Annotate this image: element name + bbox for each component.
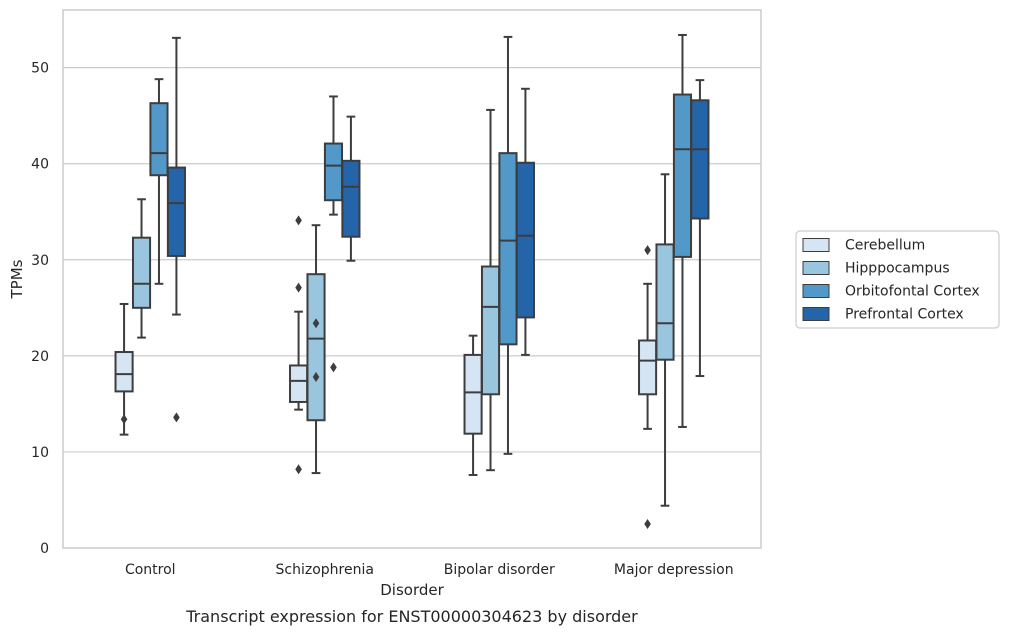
y-tick-label: 0 — [40, 541, 49, 557]
box-iqr — [289, 364, 309, 403]
plot-frame — [62, 9, 762, 549]
box-iqr — [498, 152, 518, 346]
box-iqr — [690, 99, 710, 220]
box-iqr — [341, 159, 361, 238]
box-iqr — [323, 142, 344, 202]
legend-label: Hipppocampus — [845, 261, 950, 277]
box-iqr — [672, 93, 693, 258]
legend-label: Orbitofontal Cortex — [845, 284, 980, 300]
y-axis-label: TPMs — [8, 259, 26, 299]
legend-swatch — [802, 284, 830, 298]
box-hipppocampus — [480, 108, 501, 472]
outlier-point — [644, 245, 651, 256]
legend-swatch — [802, 261, 830, 275]
box-iqr — [149, 102, 169, 177]
box-series — [114, 33, 710, 529]
outlier-point — [312, 318, 320, 329]
x-tick-label: Major depression — [614, 562, 734, 578]
outlier-point — [295, 282, 302, 293]
legend: Cerebellum Hipppocampus Orbitofontal Corte… — [795, 230, 1000, 329]
box-iqr — [655, 243, 675, 361]
legend-swatch — [802, 238, 830, 252]
box-iqr — [515, 161, 535, 319]
y-tick-label: 40 — [31, 157, 49, 173]
box-iqr — [131, 236, 152, 309]
box-orbitofontal-cortex — [323, 95, 344, 373]
legend-swatch — [802, 307, 830, 321]
box-hipppocampus — [131, 198, 152, 339]
y-tick-labels: 0 10 20 30 40 50 — [31, 61, 49, 557]
outlier-point — [644, 518, 651, 529]
box-prefrontal-cortex — [341, 115, 361, 262]
box-iqr — [638, 339, 658, 396]
y-tick-label: 20 — [31, 349, 49, 365]
box-prefrontal-cortex — [166, 36, 186, 423]
chart-title: Transcript expression for ENST0000030462… — [185, 607, 638, 626]
box-prefrontal-cortex — [690, 79, 710, 378]
x-tick-label: Control — [125, 562, 176, 578]
y-tick-label: 50 — [31, 61, 49, 77]
box-cerebellum — [114, 302, 134, 436]
outlier-point — [173, 412, 180, 423]
box-cerebellum — [289, 215, 309, 475]
box-iqr — [166, 166, 186, 257]
outlier-point — [330, 362, 337, 373]
outlier-point — [295, 215, 302, 226]
box-iqr — [463, 353, 483, 435]
box-iqr — [114, 351, 134, 393]
box-iqr — [306, 273, 326, 422]
y-tick-label: 10 — [31, 445, 49, 461]
box-cerebellum — [463, 334, 483, 476]
x-tick-label: Schizophrenia — [276, 562, 374, 578]
box-hipppocampus — [306, 224, 326, 475]
box-orbitofontal-cortex — [149, 78, 169, 285]
x-axis-label: Disorder — [380, 581, 444, 599]
legend-label: Prefrontal Cortex — [845, 307, 964, 323]
box-orbitofontal-cortex — [498, 35, 518, 455]
legend-label: Cerebellum — [845, 238, 925, 254]
box-cerebellum — [638, 245, 658, 529]
x-tick-label: Bipolar disorder — [444, 562, 555, 578]
outlier-point — [295, 464, 302, 475]
outlier-point — [120, 414, 128, 425]
box-hipppocampus — [655, 173, 675, 507]
outlier-point — [312, 371, 320, 382]
legend-frame — [795, 230, 1000, 329]
box-iqr — [480, 265, 501, 396]
y-tick-label: 30 — [31, 253, 49, 269]
x-tick-labels: Control Schizophrenia Bipolar disorder Majo… — [125, 562, 734, 578]
box-prefrontal-cortex — [515, 87, 535, 356]
box-orbitofontal-cortex — [672, 33, 693, 428]
